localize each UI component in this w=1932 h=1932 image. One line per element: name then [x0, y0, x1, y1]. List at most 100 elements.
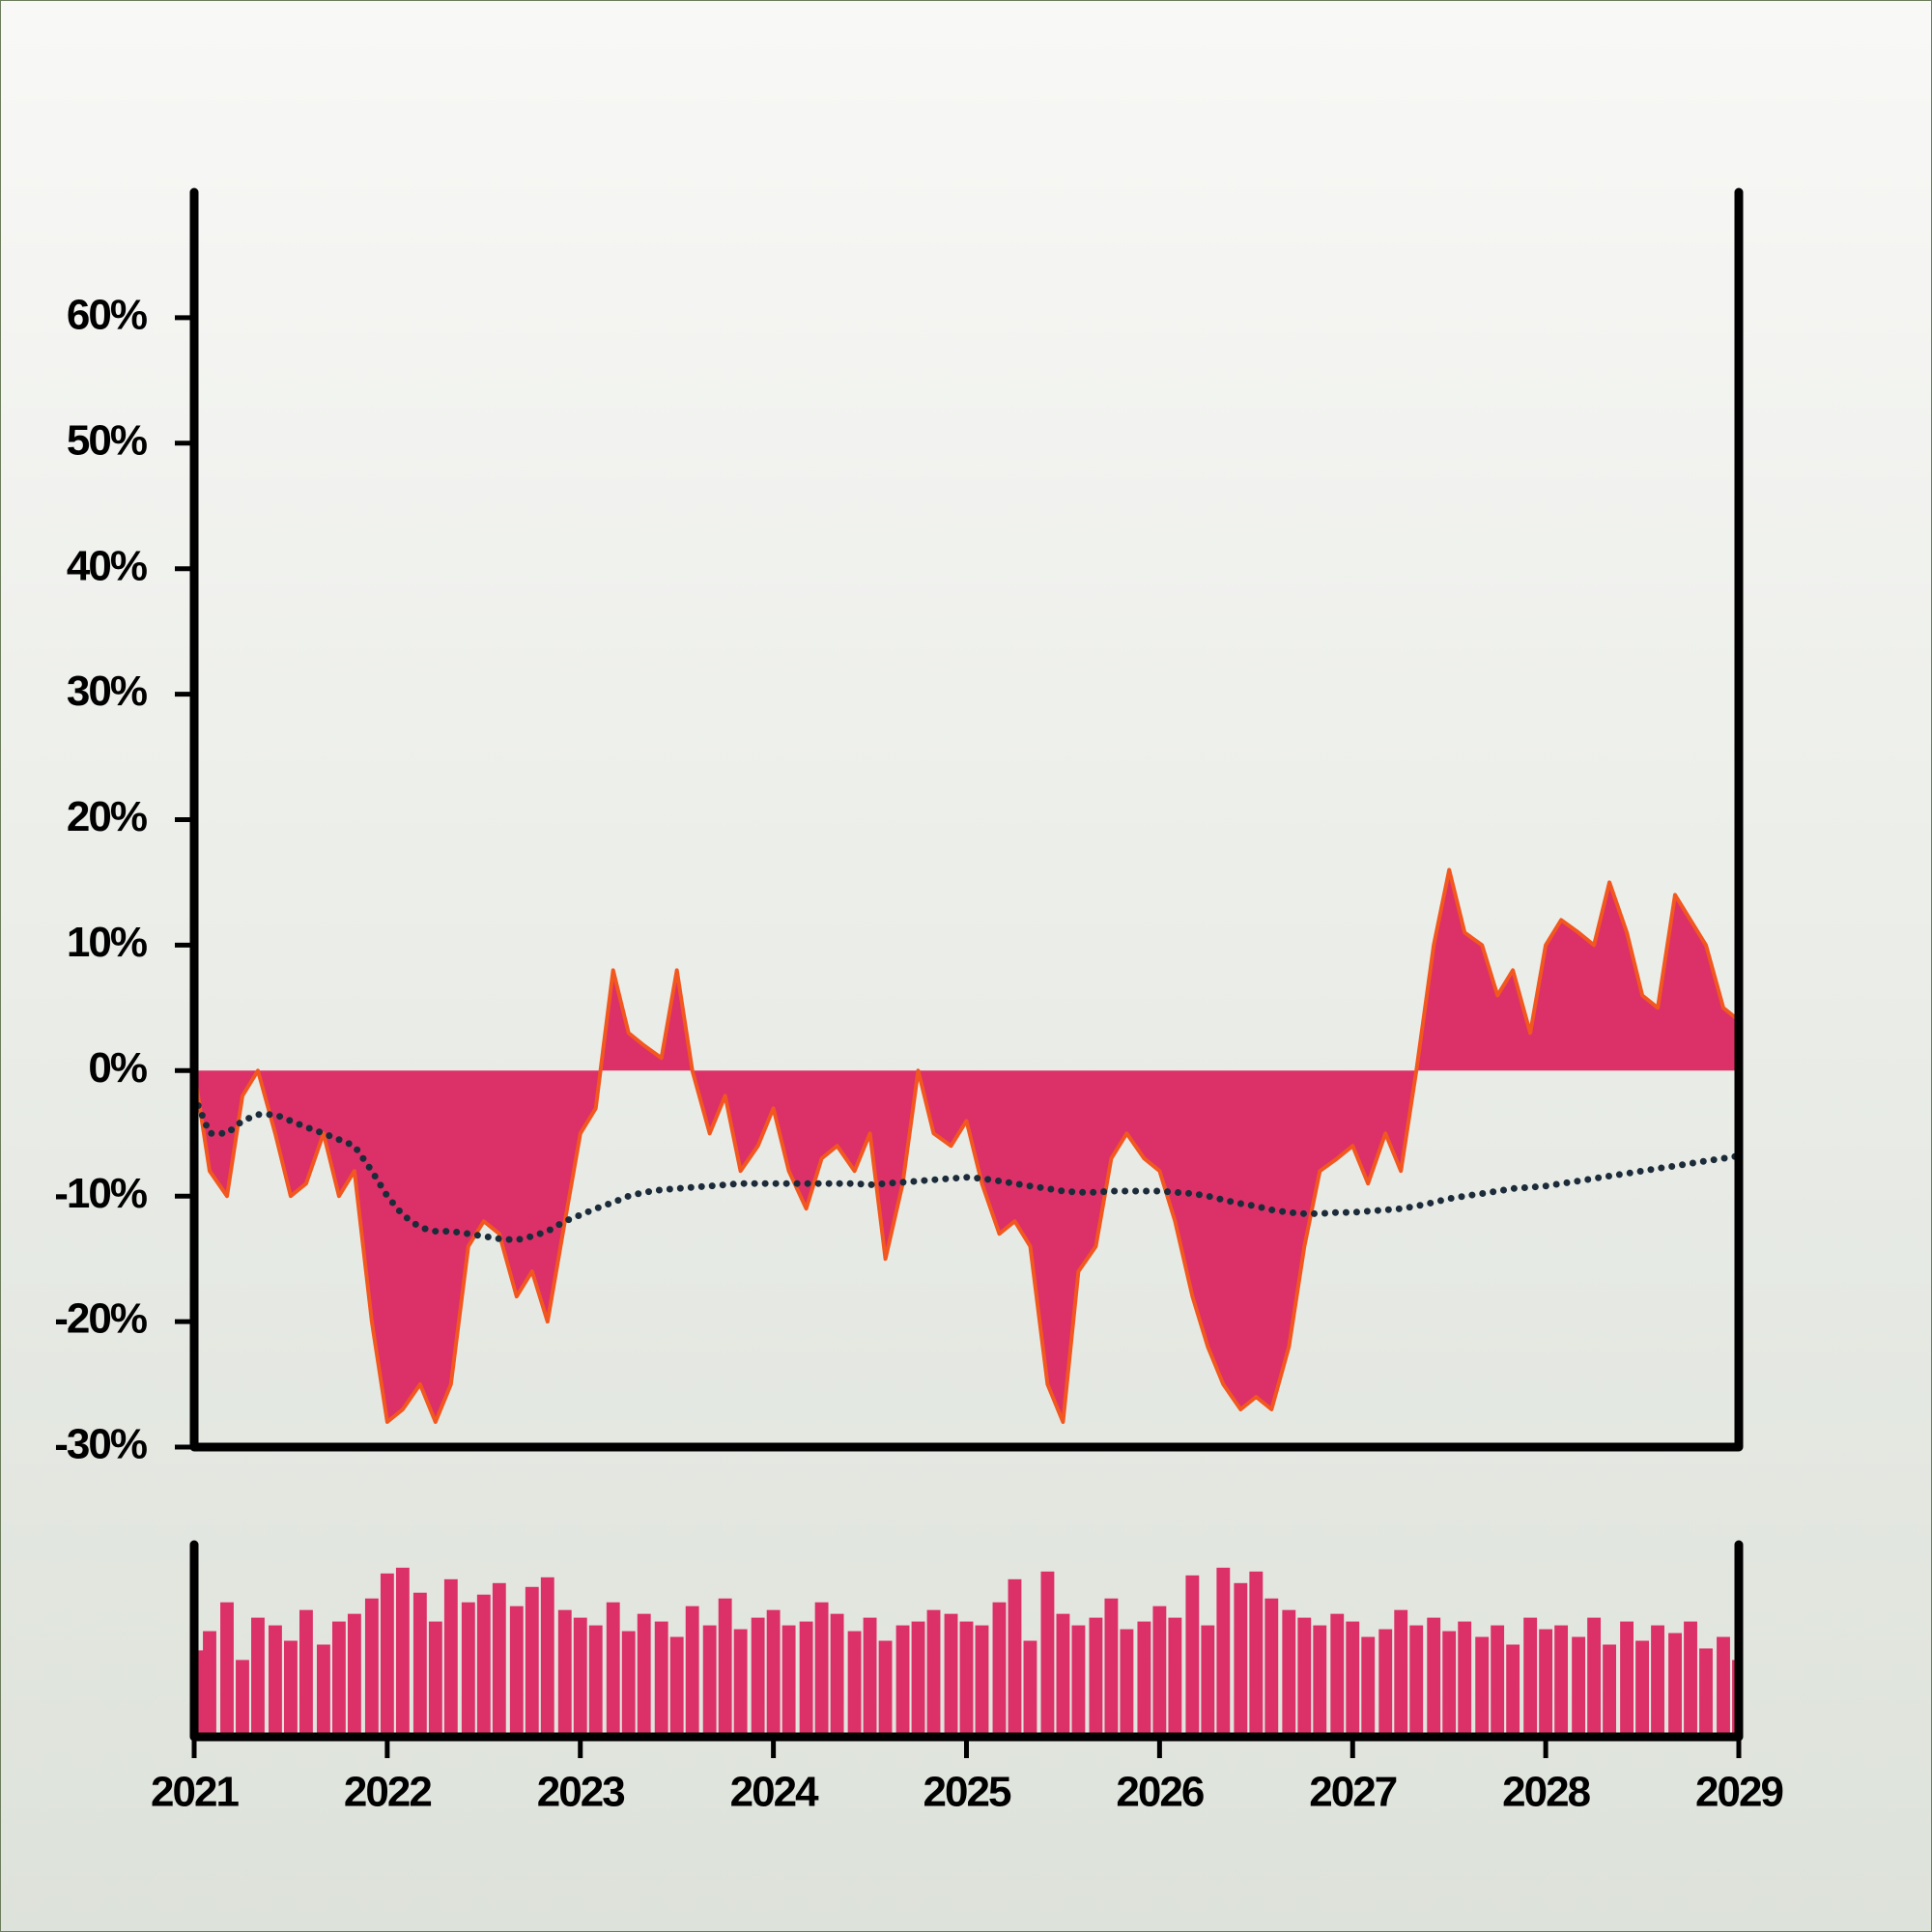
- trend-line: [190, 1092, 1743, 1244]
- volume-bar: [1346, 1621, 1360, 1737]
- volume-bar: [1442, 1631, 1457, 1737]
- volume-bar: [220, 1602, 234, 1737]
- volume-bar: [959, 1621, 974, 1737]
- y-tick-label: 60%: [67, 292, 147, 339]
- y-tick-label: -30%: [54, 1421, 147, 1468]
- volume-bar: [1539, 1629, 1553, 1737]
- volume-bar: [1264, 1598, 1279, 1737]
- volume-bar: [1572, 1636, 1586, 1737]
- y-tick-label: 50%: [67, 416, 147, 464]
- axis-frame: [189, 1540, 1744, 1742]
- volume-bar: [847, 1631, 862, 1737]
- volume-bar: [1297, 1617, 1312, 1737]
- y-tick-label: 40%: [67, 542, 147, 589]
- volume-bar: [799, 1621, 813, 1737]
- y-tick-label: 30%: [67, 668, 147, 715]
- volume-bar: [1620, 1621, 1634, 1737]
- volume-bar: [443, 1578, 458, 1737]
- volume-bar: [814, 1602, 829, 1737]
- volume-bar: [718, 1598, 732, 1737]
- y-tick-label: -10%: [54, 1170, 147, 1217]
- x-tick-label: 2025: [923, 1769, 1011, 1816]
- x-tick-label: 2029: [1695, 1769, 1782, 1816]
- volume-bar: [492, 1582, 506, 1737]
- volume-bar: [380, 1573, 394, 1737]
- volume-bar: [251, 1617, 265, 1737]
- volume-bar: [685, 1605, 699, 1737]
- volume-bar: [1008, 1578, 1022, 1737]
- y-tick-label: 10%: [67, 919, 147, 966]
- volume-bar: [1635, 1640, 1649, 1737]
- volume-bar: [525, 1586, 539, 1737]
- volume-bar: [606, 1602, 620, 1737]
- volume-bar: [347, 1613, 361, 1737]
- volume-bar: [1282, 1609, 1296, 1737]
- volume-bar: [1684, 1621, 1697, 1737]
- volume-bar: [299, 1609, 313, 1737]
- volume-bar: [1216, 1567, 1231, 1737]
- area: [194, 869, 1739, 1422]
- volume-bar: [1152, 1605, 1167, 1737]
- volume-bar: [1668, 1633, 1682, 1737]
- volume-bar: [1378, 1629, 1393, 1737]
- x-tick-label: 2022: [344, 1769, 431, 1816]
- volume-bar: [1249, 1571, 1264, 1737]
- volume-bar: [654, 1621, 668, 1737]
- volume-bar: [588, 1625, 603, 1737]
- volume-bar: [1137, 1621, 1151, 1737]
- volume-bar: [203, 1631, 216, 1737]
- volume-bar: [1651, 1625, 1664, 1737]
- volume-bar: [540, 1577, 554, 1737]
- volume-bar: [236, 1660, 249, 1737]
- volume-bar: [911, 1621, 925, 1737]
- volume-bar: [702, 1625, 717, 1737]
- volume-bar: [1201, 1625, 1215, 1737]
- volume-bar: [863, 1617, 877, 1737]
- y-tick-label: 20%: [67, 793, 147, 840]
- volume-bar: [1554, 1625, 1569, 1737]
- volume-bar: [1587, 1617, 1602, 1737]
- x-tick-label: 2024: [730, 1769, 819, 1816]
- volume-bar: [895, 1625, 910, 1737]
- y-tick-label: -20%: [54, 1295, 147, 1343]
- volume-bar: [1523, 1617, 1538, 1737]
- volume-bar: [1056, 1613, 1070, 1737]
- volume-bar: [509, 1605, 524, 1737]
- volume-bar: [637, 1613, 651, 1737]
- volume-bar: [1491, 1625, 1505, 1737]
- volume-bar: [1023, 1640, 1037, 1737]
- volume-bar: [284, 1640, 298, 1737]
- volume-bar: [461, 1602, 475, 1737]
- volume-bar: [621, 1631, 636, 1737]
- volume-bar: [1603, 1644, 1617, 1737]
- volume-bar: [1475, 1636, 1490, 1737]
- volume-bar: [1394, 1609, 1408, 1737]
- volume-bar: [1313, 1625, 1327, 1737]
- volume-bar: [316, 1644, 330, 1737]
- volume-bar: [395, 1567, 410, 1737]
- volume-bar: [944, 1613, 958, 1737]
- volume-bar: [766, 1609, 781, 1737]
- volume-bar: [830, 1613, 844, 1737]
- volume-bar: [1071, 1625, 1086, 1737]
- volume-bar: [1330, 1613, 1345, 1737]
- x-tick-label: 2027: [1309, 1769, 1396, 1816]
- volume-bar: [1717, 1636, 1730, 1737]
- volume-bar: [975, 1625, 989, 1737]
- x-tick-label: 2023: [537, 1769, 624, 1816]
- volume-bar: [992, 1602, 1007, 1737]
- volume-bar: [269, 1625, 282, 1737]
- volume-bar: [1699, 1648, 1713, 1737]
- volume-bar: [1427, 1617, 1441, 1737]
- volume-bar: [573, 1617, 587, 1737]
- volume-bar: [1104, 1598, 1119, 1737]
- volume-bar: [476, 1594, 491, 1737]
- volume-bar: [557, 1609, 572, 1737]
- volume-bar: [733, 1629, 748, 1737]
- area-outline: [192, 867, 1741, 1424]
- volume-bar: [428, 1621, 442, 1737]
- volume-bar: [364, 1598, 379, 1737]
- volume-bar: [878, 1640, 893, 1737]
- volume-bar: [1120, 1629, 1134, 1737]
- volume-bar: [781, 1625, 796, 1737]
